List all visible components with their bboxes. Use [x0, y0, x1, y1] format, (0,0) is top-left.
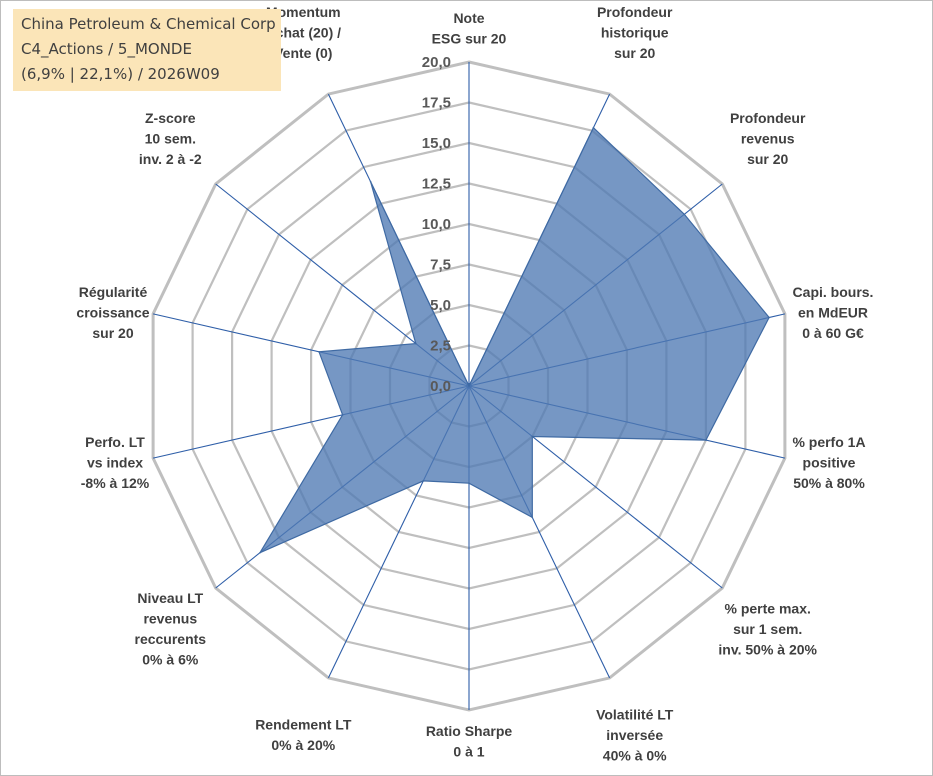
axis-label-line: sur 20	[92, 325, 133, 341]
tick-label: 7,5	[430, 257, 451, 274]
axis-label-line: vs index	[87, 455, 143, 471]
axis-label-line: 0% à 6%	[142, 652, 199, 668]
axis-label-line: inversée	[606, 727, 663, 743]
axis-labels: Note ESG sur 20 Profondeur historique sur 20…	[76, 4, 873, 763]
axis-label-line: Achat (20) /	[266, 25, 342, 41]
axis-label-line: Momentum	[266, 4, 341, 20]
axis-label-line: Rendement LT	[255, 717, 352, 733]
axis-label-line: revenus	[741, 131, 795, 147]
data-point-12	[415, 342, 417, 345]
data-point-7	[468, 482, 470, 485]
axis-label-line: 10 sem.	[145, 131, 196, 147]
data-point-5	[531, 435, 534, 438]
axis-label-line: croissance	[76, 305, 149, 321]
axis-label-12: Z-score 10 sem. inv. 2 à -2	[139, 110, 202, 167]
tick-label: 20,0	[422, 54, 451, 71]
tick-label: 12,5	[422, 176, 451, 193]
data-point-3	[768, 316, 770, 319]
radar-series	[258, 126, 770, 555]
axis-label-line: sur 20	[614, 45, 655, 61]
data-point-1	[592, 126, 595, 129]
data-point-8	[422, 480, 425, 482]
radial-tick-labels: 0,0 2,5 5,0 7,5 10,0 12,5 15,0 17,5 20,0	[422, 54, 451, 395]
data-point-2	[683, 213, 686, 216]
axis-label-line: 40% à 0%	[603, 747, 667, 763]
axis-label-5: % perte max. sur 1 sem. inv. 50% à 20%	[718, 600, 817, 657]
axis-label-line: 0 à 1	[453, 744, 484, 760]
axis-label-line: sur 1 sem.	[733, 621, 802, 637]
series-area-0	[258, 126, 770, 555]
axis-label-0: Note ESG sur 20	[432, 10, 507, 47]
axis-label-line: Ratio Sharpe	[426, 723, 513, 739]
data-point-0	[468, 385, 470, 387]
axis-label-10: Perfo. LT vs index -8% à 12%	[81, 434, 150, 491]
data-point-6	[531, 516, 534, 519]
axis-label-3: Capi. bours. en MdEUR 0 à 60 G€	[793, 284, 874, 341]
data-point-4	[705, 439, 707, 441]
axis-label-13: Momentum Achat (20) / Vente (0)	[266, 4, 342, 61]
axis-label-line: % perte max.	[725, 600, 811, 616]
axis-label-line: inv. 2 à -2	[139, 151, 202, 167]
axis-label-line: 0 à 60 G€	[802, 325, 864, 341]
title-box: China Petroleum & Chemical Corp C4_Actio…	[13, 9, 281, 91]
axis-label-line: ESG sur 20	[432, 31, 507, 47]
title-company: China Petroleum & Chemical Corp	[21, 15, 276, 33]
data-point-11	[318, 351, 320, 353]
axis-label-line: Capi. bours.	[793, 284, 874, 300]
tick-label: 2,5	[430, 338, 451, 355]
axis-label-line: historique	[601, 25, 669, 41]
axis-label-line: -8% à 12%	[81, 475, 150, 491]
tick-label: 15,0	[422, 135, 451, 152]
axis-label-line: positive	[803, 455, 856, 471]
axis-label-6: Volatilité LT inversée 40% à 0%	[596, 706, 674, 763]
axis-label-line: en MdEUR	[798, 305, 868, 321]
title-category: C4_Actions / 5_MONDE	[21, 40, 192, 58]
axis-label-2: Profondeur revenus sur 20	[730, 110, 806, 167]
axis-label-line: inv. 50% à 20%	[718, 641, 817, 657]
axis-label-line: Profondeur	[597, 4, 673, 20]
tick-label: 5,0	[430, 297, 451, 314]
axis-label-line: reccurents	[135, 631, 207, 647]
axis-label-7: Ratio Sharpe 0 à 1	[426, 723, 513, 760]
axis-label-8: Rendement LT 0% à 20%	[255, 717, 352, 754]
data-point-10	[341, 414, 344, 416]
tick-label: 17,5	[422, 95, 451, 112]
data-point-9	[259, 551, 261, 554]
title-period: (6,9% | 22,1%) / 2026W09	[21, 65, 220, 83]
axis-label-line: Profondeur	[730, 110, 806, 126]
axis-label-4: % perfo 1A positive 50% à 80%	[792, 434, 865, 491]
axis-label-line: Vente (0)	[274, 45, 332, 61]
axis-label-line: % perfo 1A	[792, 434, 865, 450]
axis-label-line: revenus	[143, 611, 197, 627]
axis-label-1: Profondeur historique sur 20	[597, 4, 673, 61]
axis-label-11: Régularité croissance sur 20	[76, 284, 149, 341]
axis-label-line: Volatilité LT	[596, 706, 674, 722]
axis-label-line: Perfo. LT	[85, 434, 145, 450]
axis-label-9: Niveau LT revenus reccurents 0% à 6%	[135, 590, 207, 668]
tick-label: 10,0	[422, 216, 451, 233]
axis-label-line: Z-score	[145, 110, 196, 126]
data-point-13	[369, 180, 372, 183]
axis-label-line: Niveau LT	[137, 590, 203, 606]
axis-label-line: Note	[453, 10, 484, 26]
axis-label-line: sur 20	[747, 151, 788, 167]
axis-label-line: 0% à 20%	[271, 737, 335, 753]
axis-label-line: 50% à 80%	[793, 475, 865, 491]
axis-label-line: Régularité	[79, 284, 148, 300]
tick-label: 0,0	[430, 378, 451, 395]
